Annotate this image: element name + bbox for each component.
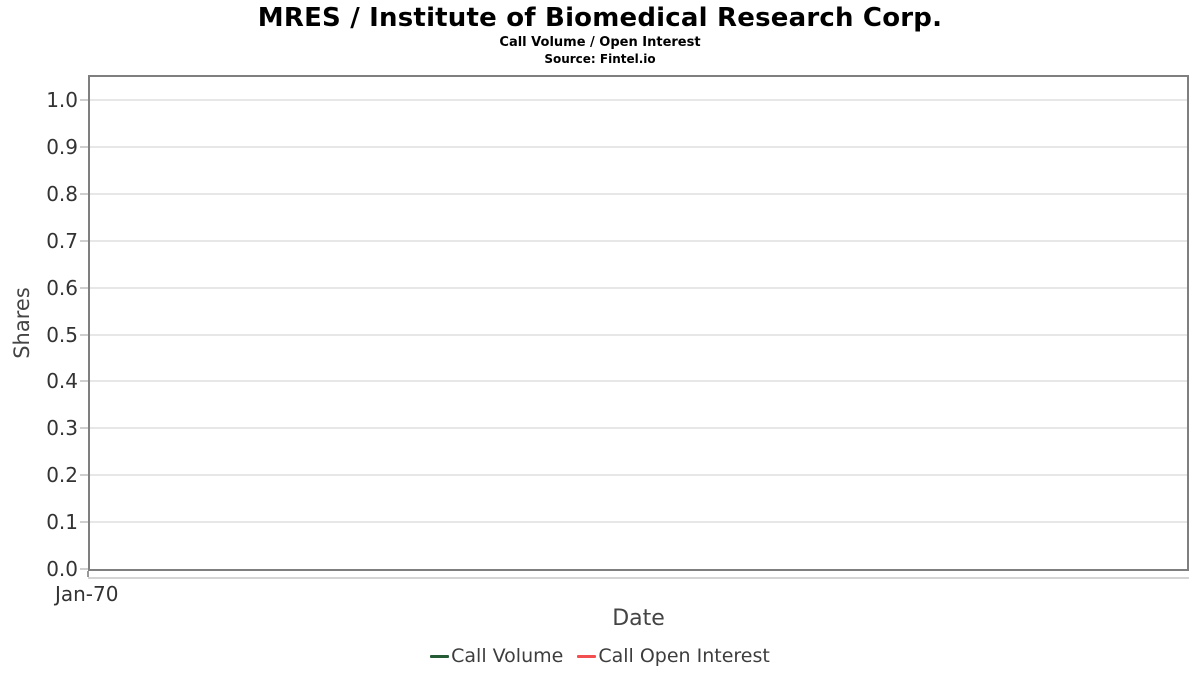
gridline [90,333,1187,336]
legend-item-call-open-interest[interactable]: Call Open Interest [577,645,770,667]
gridline [90,99,1187,101]
x-axis-line [88,577,1189,579]
legend-label-call-open-interest: Call Open Interest [598,645,770,667]
y-tick-mark [80,427,88,430]
y-tick-mark [80,521,88,524]
y-axis-title: Shares [10,287,35,359]
y-tick-label: 0.1 [46,510,78,535]
y-tick-mark [80,99,88,101]
chart-subtitle: Call Volume / Open Interest [499,35,701,50]
legend-label-call-volume: Call Volume [451,645,564,667]
y-tick-label: 0.6 [46,275,78,300]
plot-area: 0.0 0.1 0.2 0.3 0.4 0.5 0.6 0.7 0.8 0.9 1.0 [46,75,1189,579]
x-tick-mark [87,571,89,577]
x-axis-title: Date [612,606,665,631]
y-tick-mark [80,286,88,289]
gridline [90,380,1187,383]
y-tick-mark [80,474,88,477]
gridline [90,427,1187,430]
gridline [90,474,1187,477]
legend-item-call-volume[interactable]: Call Volume [430,645,563,667]
gridline [90,286,1187,289]
y-tick-label: 0.0 [46,557,78,581]
call-volume-line-swatch [430,654,450,658]
y-tick-label: 0.5 [46,322,78,347]
y-tick-mark [80,568,88,570]
y-tick-mark [80,333,88,336]
y-tick-mark [80,192,88,195]
chart-title: MRES / Institute of Biomedical Research … [257,3,943,33]
y-tick-mark [80,239,88,242]
y-tick-label: 0.3 [46,416,78,441]
y-tick-label: 0.7 [46,228,78,253]
y-tick-label: 0.2 [46,463,78,488]
y-tick-label: 0.4 [46,369,78,394]
y-tick-mark [80,145,88,148]
y-tick-label: 0.9 [46,134,78,159]
gridline [90,239,1187,242]
x-tick-label: Jan-70 [54,582,119,606]
y-tick-label: 0.8 [46,181,78,206]
gridline [90,521,1187,524]
y-tick-label: 1.0 [46,88,78,112]
gridline [90,192,1187,195]
chart-source-note: Source: Fintel.io [544,52,656,66]
call-open-interest-line-swatch [577,654,597,658]
gridline [90,145,1187,148]
legend: Call Volume Call Open Interest [0,645,1200,667]
y-tick-mark [80,380,88,383]
